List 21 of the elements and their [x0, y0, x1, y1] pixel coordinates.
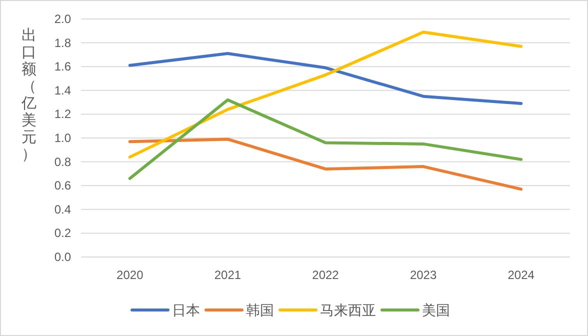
- y-tick-label: 0.8: [54, 154, 72, 169]
- y-axis-title: 出口额（亿美元）: [20, 27, 36, 163]
- x-tick-label: 2020: [116, 268, 144, 282]
- y-tick-label: 0.0: [54, 250, 72, 264]
- y-tick-label: 1.4: [54, 83, 72, 98]
- y-tick-label: 0.4: [54, 202, 72, 216]
- x-tick-label: 2023: [410, 268, 437, 282]
- legend-label: 韩国: [246, 302, 274, 318]
- legend-label: 日本: [172, 302, 200, 318]
- legend-label: 马来西亚: [320, 302, 376, 318]
- y-tick-label: 0.2: [54, 226, 72, 240]
- x-tick-label: 2022: [312, 268, 340, 282]
- y-tick-label: 1.2: [54, 107, 72, 122]
- y-tick-label: 1.6: [54, 60, 72, 74]
- y-tick-label: 1.8: [54, 36, 72, 50]
- x-tick-label: 2021: [214, 268, 242, 282]
- y-tick-label: 2.0: [54, 12, 72, 26]
- x-tick-label: 2024: [508, 268, 535, 282]
- y-tick-label: 0.6: [54, 178, 72, 193]
- legend-label: 美国: [422, 302, 450, 318]
- y-tick-label: 1.0: [54, 131, 72, 145]
